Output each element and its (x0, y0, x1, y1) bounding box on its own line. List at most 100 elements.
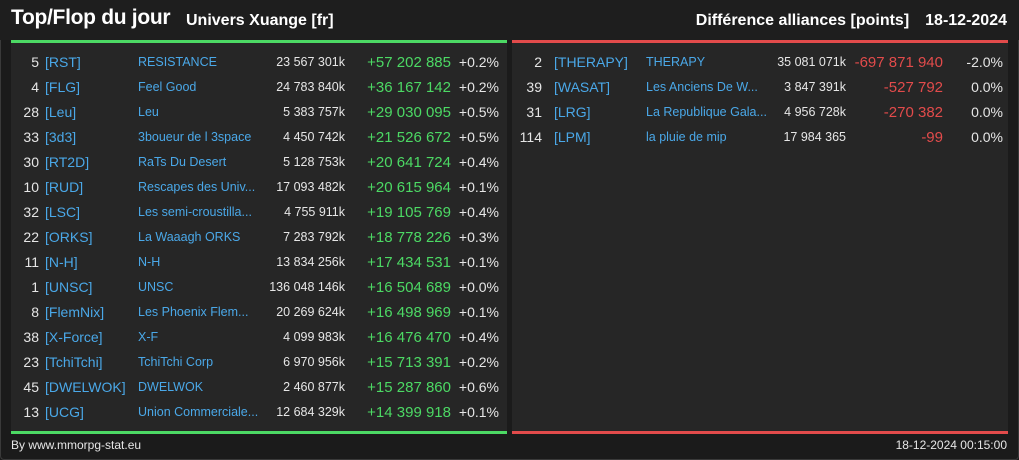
points-difference: -99 (921, 129, 943, 146)
percent-change: 0.0% (971, 129, 1003, 145)
alliance-name-link[interactable]: N-H (138, 255, 161, 269)
alliance-tag-link[interactable]: [UCG] (45, 404, 84, 420)
alliance-name-link[interactable]: Feel Good (138, 80, 197, 94)
percent-change: -2.0% (966, 54, 1003, 70)
table-row: 5 [RST] RESISTANCE 23 567 301k +57 202 885 +0… (11, 50, 507, 75)
points-difference: +29 030 095 (367, 104, 451, 121)
alliance-tag-link[interactable]: [LRG] (554, 104, 591, 120)
points-difference: +36 167 142 (367, 79, 451, 96)
table-row: 31 [LRG] La Republique Gala... 4 956 728k -2… (512, 100, 1008, 125)
alliance-name-link[interactable]: DWELWOK (138, 380, 204, 394)
credit-link[interactable]: By www.mmorpg-stat.eu (11, 438, 142, 452)
alliance-name-link[interactable]: RaTs Du Desert (138, 155, 227, 169)
alliance-tag-link[interactable]: [3d3] (45, 129, 77, 145)
alliance-name-link[interactable]: Leu (138, 105, 159, 119)
alliance-rank: 30 (23, 154, 39, 170)
alliance-points: 12 684 329k (276, 405, 345, 419)
alliance-name-link[interactable]: X-F (138, 330, 159, 344)
table-row: 28 [Leu] Leu 5 383 757k +29 030 095 +0.5% (11, 100, 507, 125)
alliance-rank: 39 (526, 79, 542, 95)
points-difference: +15 287 860 (367, 379, 451, 396)
alliance-name-link[interactable]: Union Commerciale... (138, 405, 259, 419)
points-difference: +21 526 672 (367, 129, 451, 146)
points-difference: -527 792 (883, 79, 943, 96)
alliance-tag-link[interactable]: [X-Force] (45, 329, 103, 345)
alliance-points: 20 269 624k (276, 305, 345, 319)
alliance-name-link[interactable]: RESISTANCE (138, 55, 217, 69)
percent-change: +0.2% (458, 54, 499, 70)
points-difference: -270 382 (883, 104, 943, 121)
alliance-tag-link[interactable]: [ORKS] (45, 229, 93, 245)
alliance-points: 4 099 983k (283, 330, 345, 344)
alliance-tag-link[interactable]: [LPM] (554, 129, 591, 145)
alliance-points: 5 128 753k (283, 155, 345, 169)
table-row: 45 [DWELWOK] DWELWOK 2 460 877k +15 287 860 +… (11, 375, 507, 400)
alliance-rank: 23 (23, 354, 39, 370)
alliance-rank: 10 (23, 179, 39, 195)
alliance-name-link[interactable]: UNSC (138, 280, 174, 294)
percent-change: +0.2% (458, 354, 499, 370)
table-row: 10 [RUD] Rescapes des Univ... 17 093 482k +2… (11, 175, 507, 200)
alliance-rank: 5 (31, 54, 39, 70)
page-title: Top/Flop du jour (11, 6, 171, 29)
top-list: 5 [RST] RESISTANCE 23 567 301k +57 202 885 +0… (11, 50, 507, 425)
table-row: 32 [LSC] Les semi-croustilla... 4 755 911k +… (11, 200, 507, 225)
points-difference: +20 641 724 (367, 154, 451, 171)
percent-change: +0.1% (458, 179, 499, 195)
alliance-rank: 33 (23, 129, 39, 145)
points-difference: +18 778 226 (367, 229, 451, 246)
alliance-points: 2 460 877k (283, 380, 345, 394)
alliance-tag-link[interactable]: [DWELWOK] (45, 379, 126, 395)
alliance-points: 6 970 956k (283, 355, 345, 369)
alliance-name-link[interactable]: Les semi-croustilla... (138, 205, 252, 219)
points-difference: +16 504 689 (367, 279, 451, 296)
alliance-tag-link[interactable]: [RT2D] (45, 154, 90, 170)
percent-change: +0.0% (458, 279, 499, 295)
table-row: 2 [THERAPY] THERAPY 35 081 071k -697 871 940… (512, 50, 1008, 75)
alliance-rank: 38 (23, 329, 39, 345)
alliance-name-link[interactable]: TchiTchi Corp (138, 355, 214, 369)
alliance-tag-link[interactable]: [FLG] (45, 79, 81, 95)
universe-subtitle: Univers Xuange [fr] (186, 12, 334, 29)
alliance-rank: 32 (23, 204, 39, 220)
alliance-name-link[interactable]: La Waaagh ORKS (138, 230, 241, 244)
alliance-points: 23 567 301k (276, 55, 345, 69)
alliance-tag-link[interactable]: [WASAT] (554, 79, 610, 95)
alliance-tag-link[interactable]: [UNSC] (45, 279, 93, 295)
alliance-name-link[interactable]: Rescapes des Univ... (138, 180, 256, 194)
alliance-tag-link[interactable]: [Leu] (45, 104, 77, 120)
percent-change: +0.4% (458, 329, 499, 345)
table-row: 114 [LPM] la pluie de mip 17 984 365 -99 0.0% (512, 125, 1008, 150)
percent-change: +0.6% (458, 379, 499, 395)
alliance-name-link[interactable]: la pluie de mip (646, 130, 727, 144)
alliance-name-link[interactable]: Les Anciens De W... (646, 80, 758, 94)
alliance-points: 4 450 742k (283, 130, 345, 144)
alliance-tag-link[interactable]: [TchiTchi] (45, 354, 103, 370)
alliance-points: 13 834 256k (276, 255, 345, 269)
alliance-rank: 45 (23, 379, 39, 395)
table-row: 8 [FlemNix] Les Phoenix Flem... 20 269 624k… (11, 300, 507, 325)
alliance-tag-link[interactable]: [LSC] (45, 204, 81, 220)
footer-timestamp: 18-12-2024 00:15:00 (895, 438, 1007, 452)
alliance-points: 35 081 071k (777, 55, 846, 69)
alliance-tag-link[interactable]: [N-H] (45, 254, 78, 270)
alliance-tag-link[interactable]: [FlemNix] (45, 304, 105, 320)
alliance-tag-link[interactable]: [RUD] (45, 179, 84, 195)
flop-list: 2 [THERAPY] THERAPY 35 081 071k -697 871 940… (512, 50, 1008, 150)
points-difference: +16 498 969 (367, 304, 451, 321)
points-difference: -697 871 940 (854, 54, 943, 71)
alliance-points: 7 283 792k (283, 230, 345, 244)
alliance-points: 3 847 391k (784, 80, 846, 94)
alliance-rank: 31 (526, 104, 542, 120)
percent-change: 0.0% (971, 104, 1003, 120)
table-row: 22 [ORKS] La Waaagh ORKS 7 283 792k +18 778 … (11, 225, 507, 250)
alliance-name-link[interactable]: 3boueur de l 3space (138, 130, 252, 144)
alliance-name-link[interactable]: THERAPY (646, 55, 706, 69)
alliance-name-link[interactable]: Les Phoenix Flem... (138, 305, 249, 319)
alliance-name-link[interactable]: La Republique Gala... (646, 105, 767, 119)
alliance-points: 4 755 911k (284, 205, 345, 219)
percent-change: +0.5% (458, 129, 499, 145)
alliance-rank: 114 (519, 129, 542, 145)
alliance-tag-link[interactable]: [RST] (45, 54, 81, 70)
alliance-tag-link[interactable]: [THERAPY] (554, 54, 628, 70)
